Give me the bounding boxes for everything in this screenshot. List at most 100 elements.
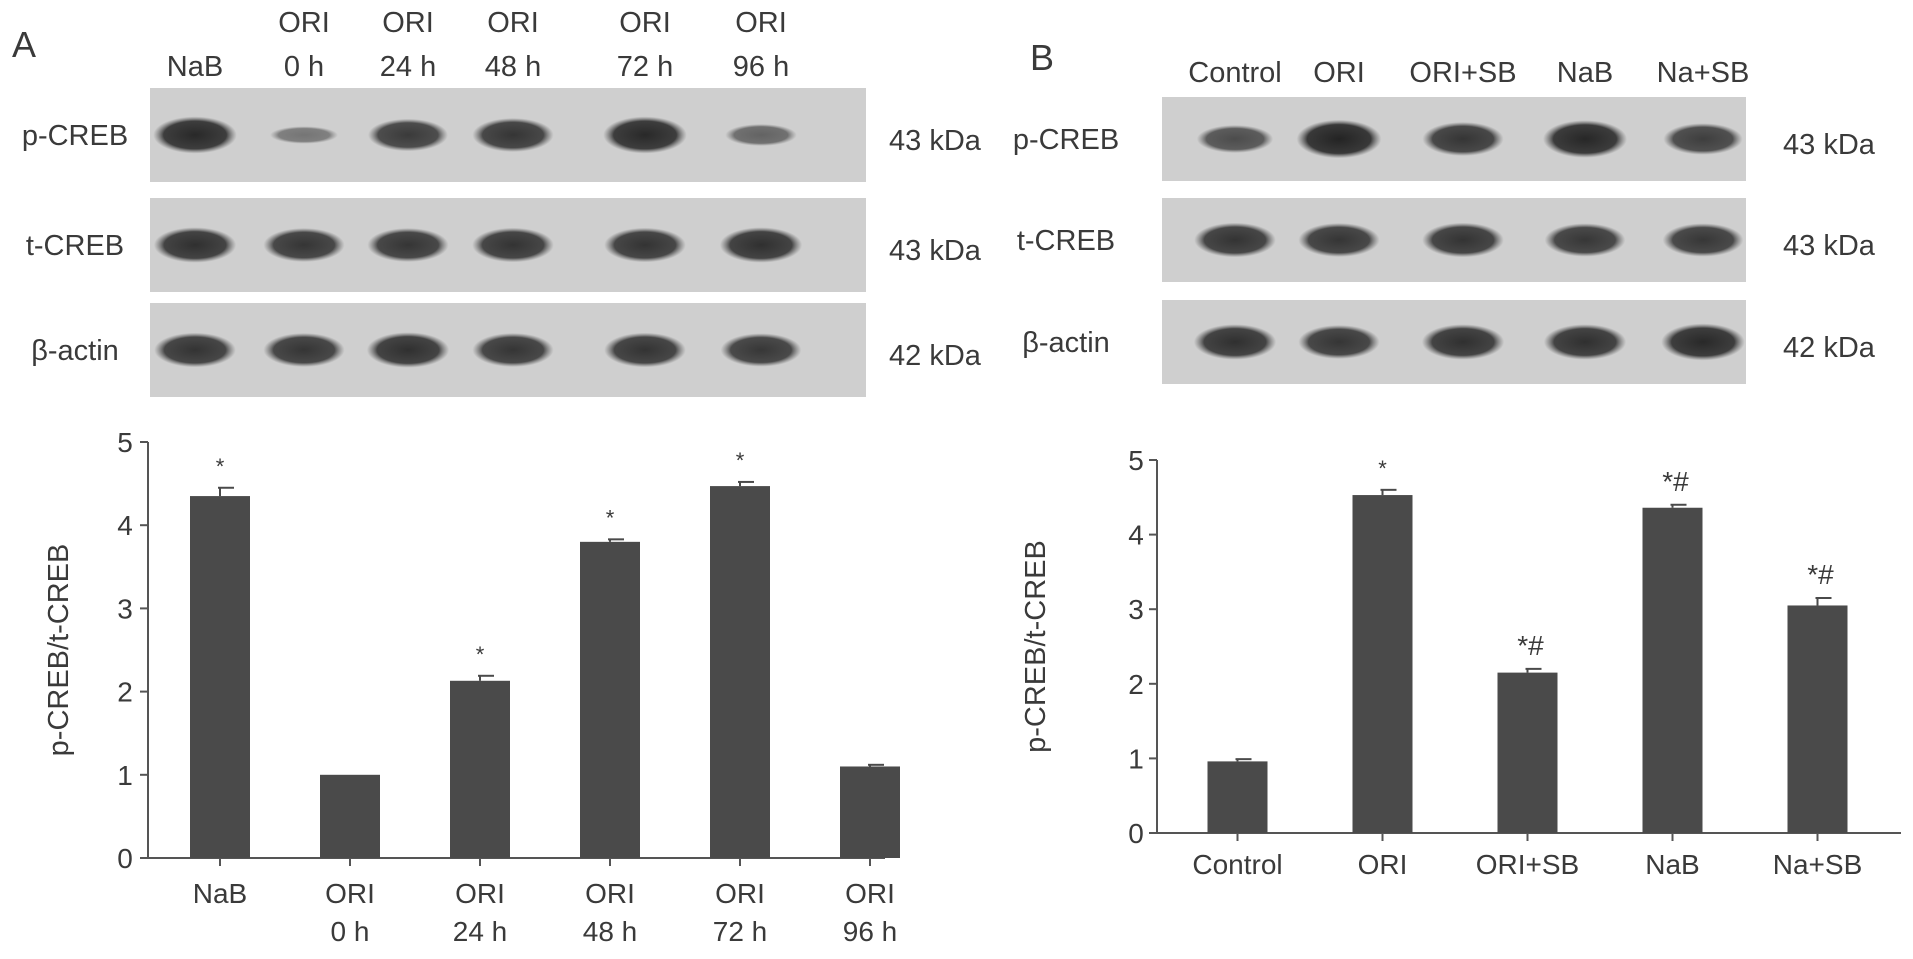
- y-tick-label: 2: [117, 677, 133, 708]
- blot-band: [1662, 223, 1744, 257]
- blot-lane-label: NaB: [167, 51, 223, 83]
- blot-band: [1422, 122, 1504, 156]
- blot-size-label: 43 kDa: [889, 235, 982, 267]
- x-tick-sublabel: 96 h: [843, 916, 898, 947]
- blot-band: [263, 228, 345, 262]
- blot-band: [719, 227, 803, 263]
- significance-marker: *: [606, 505, 615, 530]
- blot-band: [472, 118, 554, 152]
- blot-band: [153, 227, 237, 263]
- blot-row-label: β-actin: [1022, 327, 1110, 359]
- significance-marker: *: [1378, 456, 1387, 481]
- blot-lane-sublabel: 24 h: [380, 51, 436, 83]
- significance-marker: *#: [1807, 559, 1834, 590]
- significance-marker: *#: [1662, 466, 1689, 497]
- bar: [580, 541, 640, 858]
- bar: [190, 496, 250, 858]
- blot-band: [1542, 120, 1628, 158]
- y-axis-label: p-CREB/t-CREB: [1020, 540, 1052, 753]
- x-tick-sublabel: 48 h: [583, 916, 638, 947]
- y-tick-label: 2: [1128, 669, 1144, 700]
- blot-band: [1193, 324, 1277, 360]
- blot-lane-label: ORI: [487, 7, 539, 39]
- blot-band: [263, 333, 345, 367]
- y-tick-label: 5: [117, 427, 133, 458]
- blot-size-label: 43 kDa: [1783, 230, 1876, 262]
- significance-marker: *: [476, 642, 485, 667]
- blot-band: [472, 333, 554, 367]
- panel-letter: B: [1030, 37, 1054, 78]
- blot-band: [1544, 223, 1626, 257]
- blot-size-label: 43 kDa: [1783, 129, 1876, 161]
- blot-lane-sublabel: 0 h: [284, 51, 324, 83]
- bar: [320, 774, 380, 858]
- blot-band: [1543, 324, 1627, 360]
- y-tick-label: 4: [117, 510, 133, 541]
- x-tick-label: Control: [1192, 849, 1282, 880]
- y-tick-label: 5: [1128, 445, 1144, 476]
- x-tick-label: NaB: [1645, 849, 1699, 880]
- x-tick-label: ORI: [845, 878, 895, 909]
- blot-row-label: t-CREB: [26, 230, 124, 262]
- blot-band: [1196, 125, 1274, 153]
- blot-band: [366, 332, 450, 368]
- blot-band: [368, 118, 448, 152]
- blot-row-label: p-CREB: [22, 120, 128, 152]
- blot-lane-label: ORI: [619, 7, 671, 39]
- blot-lane-label: ORI: [1313, 57, 1365, 89]
- blot-row-label: t-CREB: [1017, 225, 1115, 257]
- blot-row: [1162, 198, 1746, 282]
- y-tick-label: 3: [117, 593, 133, 624]
- blot-band: [1298, 325, 1380, 359]
- blot-row: [1162, 300, 1746, 384]
- blot-band: [604, 332, 686, 368]
- blot-band: [1661, 323, 1745, 361]
- blot-size-label: 42 kDa: [1783, 332, 1876, 364]
- y-tick-label: 1: [1128, 743, 1144, 774]
- bar: [840, 766, 900, 858]
- x-tick-label: ORI: [455, 878, 505, 909]
- blot-band: [1296, 119, 1382, 159]
- blot-band: [720, 333, 802, 367]
- y-axis-label: p-CREB/t-CREB: [43, 544, 75, 757]
- x-tick-label: ORI: [585, 878, 635, 909]
- x-tick-label: NaB: [193, 878, 247, 909]
- x-tick-label: ORI: [715, 878, 765, 909]
- blot-lane-label: NaB: [1557, 57, 1613, 89]
- x-tick-sublabel: 0 h: [331, 916, 370, 947]
- blot-band: [472, 227, 554, 263]
- blot-lane-label: Control: [1188, 57, 1282, 89]
- blot-row: [150, 303, 866, 397]
- blot-band: [1194, 222, 1276, 258]
- significance-marker: *#: [1517, 630, 1544, 661]
- blot-band: [604, 227, 686, 263]
- blot-lane-sublabel: 48 h: [485, 51, 541, 83]
- blot-lane-label: ORI+SB: [1409, 57, 1516, 89]
- significance-marker: *: [216, 454, 225, 479]
- blot-size-label: 42 kDa: [889, 340, 982, 372]
- x-tick-sublabel: 24 h: [453, 916, 508, 947]
- y-tick-label: 3: [1128, 594, 1144, 625]
- blot-band: [1298, 223, 1380, 257]
- blot-band: [367, 228, 449, 262]
- blot-band: [154, 332, 236, 368]
- significance-marker: *: [736, 448, 745, 473]
- blot-band: [153, 116, 237, 154]
- y-tick-label: 1: [117, 760, 133, 791]
- x-tick-label: Na+SB: [1773, 849, 1863, 880]
- blot-row: [1162, 97, 1746, 181]
- blot-band: [1663, 123, 1743, 155]
- blot-row: [150, 198, 866, 292]
- blot-row-label: β-actin: [31, 335, 119, 367]
- blot-band: [725, 124, 797, 146]
- x-tick-label: ORI+SB: [1476, 849, 1579, 880]
- blot-band: [603, 116, 687, 154]
- blot-band: [1422, 222, 1504, 258]
- panel-letter: A: [12, 24, 36, 65]
- bar: [1497, 672, 1558, 833]
- bar: [1787, 605, 1848, 833]
- y-tick-label: 0: [1128, 818, 1144, 849]
- blot-band: [1421, 324, 1505, 360]
- y-tick-label: 0: [117, 843, 133, 874]
